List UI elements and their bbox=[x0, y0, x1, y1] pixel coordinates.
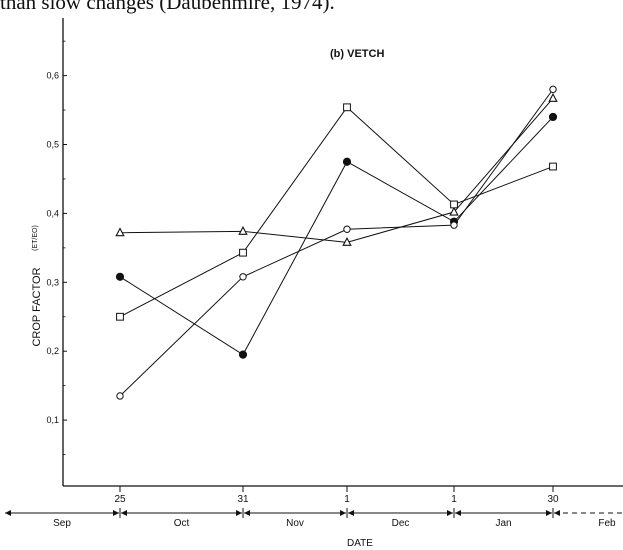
y-axis-label-subscript: (ET/EO) bbox=[32, 225, 39, 251]
x-tick-label: 31 bbox=[237, 494, 249, 505]
y-tick-label: 0,4 bbox=[46, 208, 59, 218]
data-point bbox=[549, 85, 557, 94]
y-tick-label: 0,6 bbox=[46, 71, 59, 81]
data-point bbox=[449, 206, 459, 216]
arrow-head bbox=[455, 510, 461, 516]
arrow-head bbox=[113, 510, 119, 516]
arrow-head bbox=[340, 510, 346, 516]
data-point bbox=[116, 392, 124, 400]
caption-fragment: than slow changes (Daubenmire, 1974). bbox=[0, 0, 335, 14]
y-axis-ticks: 0,1 0,2 0,3 0,4 0,5 0,6 bbox=[46, 40, 67, 455]
y-tick-label: 0,5 bbox=[46, 140, 59, 150]
y-tick-label: 0,3 bbox=[46, 277, 59, 287]
y-axis-label-group: CROP FACTOR (ET/EO) bbox=[31, 225, 43, 346]
month-label: Oct bbox=[174, 518, 190, 529]
data-point bbox=[342, 157, 352, 166]
chart-title: (b) VETCH bbox=[330, 48, 384, 60]
month-label: Nov bbox=[286, 518, 304, 529]
series-triangle-open bbox=[115, 92, 558, 246]
arrow-head bbox=[554, 510, 560, 516]
x-tick-label: 25 bbox=[114, 494, 126, 505]
data-point bbox=[115, 227, 125, 237]
y-tick-label: 0,1 bbox=[46, 415, 59, 425]
arrow-head bbox=[5, 510, 11, 516]
data-point bbox=[115, 272, 125, 281]
arrow-head bbox=[121, 510, 127, 516]
arrow-head bbox=[244, 510, 250, 516]
series-line bbox=[119, 89, 554, 397]
series-circle-filled bbox=[115, 112, 558, 359]
arrow-head bbox=[236, 510, 242, 516]
data-point bbox=[343, 103, 351, 112]
x-tick-label: 30 bbox=[547, 494, 559, 505]
series-line bbox=[119, 116, 554, 356]
y-tick-label: 0,2 bbox=[46, 346, 59, 356]
data-point bbox=[238, 225, 248, 235]
x-tick-label: 1 bbox=[344, 494, 350, 505]
x-tick-label: 1 bbox=[451, 494, 457, 505]
data-point bbox=[238, 350, 248, 359]
data-point bbox=[239, 273, 247, 281]
series-square-open bbox=[116, 103, 557, 321]
month-scale: Sep Oct Nov Dec Jan Feb bbox=[5, 508, 623, 529]
y-axis-label: CROP FACTOR bbox=[31, 267, 43, 346]
series-circle-open bbox=[116, 85, 557, 400]
series-line bbox=[119, 106, 554, 318]
data-point bbox=[548, 112, 558, 122]
data-point bbox=[239, 248, 247, 257]
month-label: Sep bbox=[53, 518, 71, 529]
data-point bbox=[549, 162, 557, 171]
arrow-head bbox=[348, 510, 354, 516]
axes bbox=[62, 18, 623, 487]
series-line bbox=[119, 98, 554, 243]
series-layer bbox=[115, 85, 558, 400]
x-axis-label: DATE bbox=[347, 538, 373, 549]
month-label: Dec bbox=[392, 518, 410, 529]
data-point bbox=[116, 312, 124, 321]
x-axis-ticks: 25 31 1 1 30 bbox=[114, 486, 559, 505]
month-label: Feb bbox=[598, 518, 616, 529]
data-point bbox=[342, 236, 352, 246]
data-point bbox=[548, 92, 558, 102]
month-label: Jan bbox=[495, 518, 511, 529]
data-point bbox=[450, 200, 458, 209]
arrow-head bbox=[447, 510, 453, 516]
arrow-head bbox=[546, 510, 552, 516]
data-point bbox=[343, 225, 351, 233]
data-point bbox=[450, 221, 458, 229]
